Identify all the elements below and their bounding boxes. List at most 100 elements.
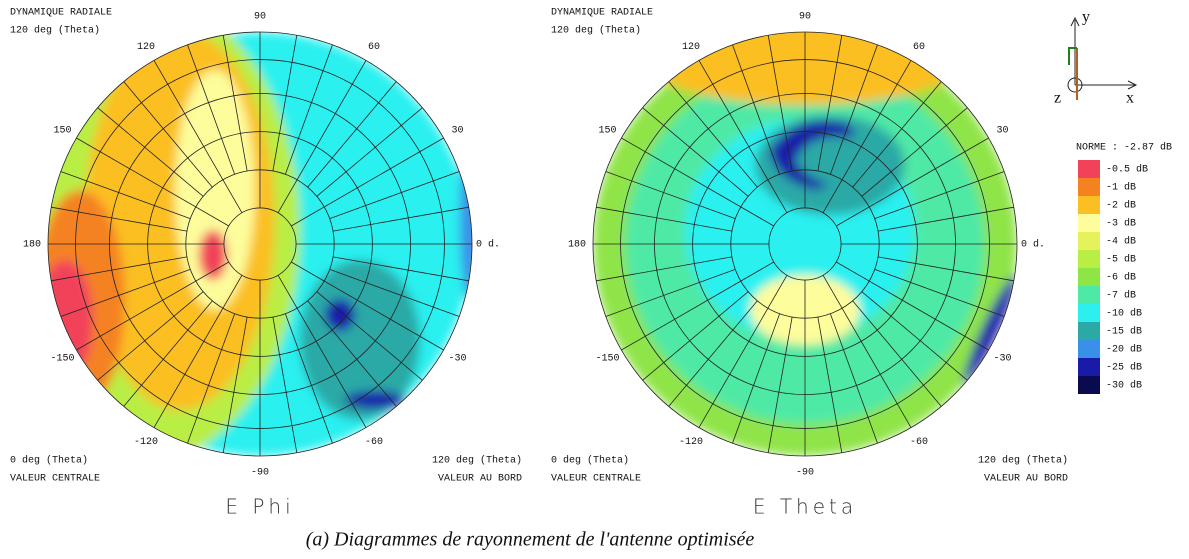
header-text: DYNAMIQUE RADIALE [551,8,653,19]
legend-label: -10 dB [1106,308,1142,320]
angle-label: 180 [568,240,586,251]
grid-spoke [333,206,469,232]
grid-spoke [333,256,469,282]
arrow [1070,16,1080,27]
legend-label: -5 dB [1106,254,1136,266]
grid-spoke [277,275,367,428]
grid-spoke [277,60,367,213]
grid-spoke [285,44,333,175]
angle-label: -30 [448,354,466,365]
angle-label: -150 [596,354,620,365]
legend-swatch [1078,196,1100,214]
angle-label: 150 [54,126,72,137]
grid-spoke [123,300,213,407]
grid-spoke [874,269,1005,317]
grid-spoke [272,317,298,453]
grid-spoke [123,81,213,188]
angle-label: 60 [368,42,380,53]
grid-spoke [596,256,732,282]
angle-label: 90 [254,12,266,23]
legend-label: -6 dB [1106,272,1136,284]
grid-spoke [668,300,758,407]
angle-label: -60 [910,437,928,448]
angle-label: -90 [796,468,814,479]
legend-label: -3 dB [1106,218,1136,230]
legend-label: -1 dB [1106,182,1136,194]
color-field [593,32,1017,456]
legend-label: -0.5 dB [1106,164,1148,176]
legend-swatch [1078,322,1100,340]
contour [300,260,420,420]
legend-label: -4 dB [1106,236,1136,248]
grid-spoke [97,291,204,381]
contour [175,70,255,310]
grid-spoke [817,317,843,453]
grid-spoke [605,171,736,219]
grid-spoke [76,137,229,227]
grid-spoke [291,137,444,227]
grid-spoke [329,171,460,219]
angle-label: -120 [134,437,158,448]
angle-label: 30 [996,126,1008,137]
grid-spoke [836,261,989,351]
grid-spoke [621,261,774,351]
header-text: 120 deg (Theta) [10,25,100,37]
legend-label: -25 dB [1106,362,1142,374]
contour [770,120,855,190]
grid-spoke [767,35,793,171]
legend-swatch [1078,304,1100,322]
legend-swatch [1078,232,1100,250]
color-layers [48,32,472,456]
grid-spoke [732,44,780,175]
grid-spoke [285,313,333,444]
grid-spoke [153,275,243,428]
footer-right: VALEUR AU BORD [984,474,1068,485]
grid-spoke [861,107,968,197]
grid-spoke [874,171,1005,219]
grid-spoke [830,44,878,175]
grid-spoke [329,269,460,317]
grid-spoke [698,60,788,213]
arrow [1127,80,1138,90]
z-axis [1067,77,1083,93]
contour [325,299,355,331]
color-layers [593,32,1017,456]
grid-spoke [316,291,423,381]
grid-spoke [596,206,732,232]
grid-spoke [642,107,749,197]
legend-swatch [1078,340,1100,358]
footer-left: VALEUR CENTRALE [551,474,641,485]
angle-label: -150 [51,354,75,365]
grid-spoke [878,256,1014,282]
angle-label: 120 [682,42,700,53]
legend-swatch [1078,178,1100,196]
grid-spoke [187,313,235,444]
contour [345,391,405,409]
grid-spoke [76,261,229,351]
contour [199,230,227,280]
grid-spoke [51,206,187,232]
grid-spoke [878,206,1014,232]
header-text: DYNAMIQUE RADIALE [10,8,112,19]
grid-spoke [698,275,788,428]
grid-spoke [97,107,204,197]
grid-spoke [222,35,248,171]
grid-spoke [668,81,758,188]
legend-title: NORME : -2.87 dB [1076,142,1172,154]
legend-label: -2 dB [1106,200,1136,212]
contour [963,275,1017,385]
footer-right: 120 deg (Theta) [978,455,1068,467]
grid-spoke [307,300,397,407]
legend-swatch [1078,214,1100,232]
grid-spoke [307,81,397,188]
angle-label: -60 [365,437,383,448]
legend-swatch [1078,160,1100,178]
grid-spoke [830,313,878,444]
grid-spoke [60,171,191,219]
grid-spoke [621,137,774,227]
grid-spoke [222,317,248,453]
grid-spoke [316,107,423,197]
footer-right: VALEUR AU BORD [438,474,522,485]
grid-spoke [852,81,942,188]
